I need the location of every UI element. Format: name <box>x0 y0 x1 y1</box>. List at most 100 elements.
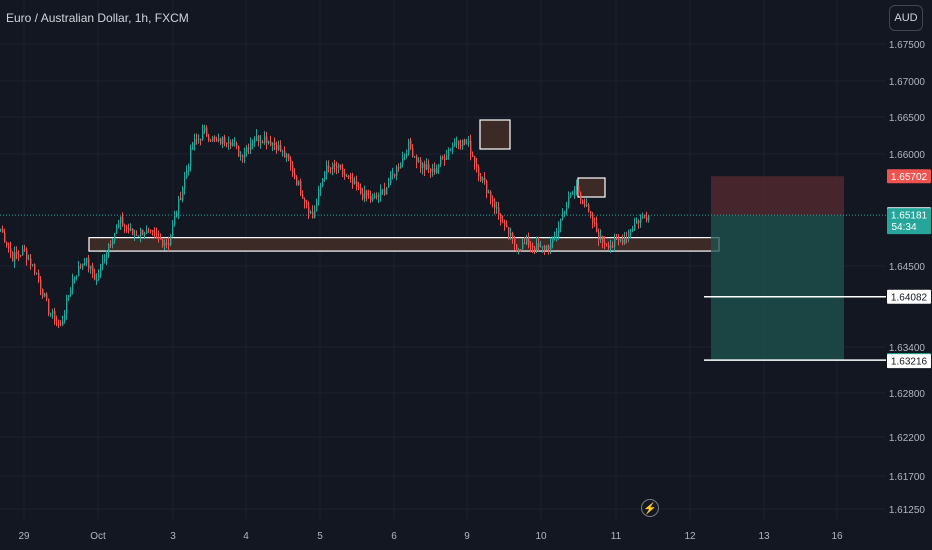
candle-body <box>340 164 342 168</box>
candle-body <box>56 321 58 323</box>
candle-body <box>536 243 538 251</box>
candle-body <box>224 136 226 143</box>
candle-body <box>220 138 222 144</box>
candle-body <box>346 175 348 177</box>
candle-body <box>244 152 246 158</box>
candle-body <box>562 213 564 220</box>
candle-body <box>66 297 68 315</box>
candle-body <box>268 141 270 144</box>
candle-body <box>546 245 548 250</box>
candle-body <box>596 222 598 232</box>
candle-body <box>136 234 138 236</box>
candle-body <box>404 154 406 157</box>
time-axis: 29 Oct 3 4 5 6 9 10 11 12 13 16 <box>18 531 843 542</box>
candle-body <box>210 140 212 142</box>
candle-body <box>408 140 410 155</box>
candle-body <box>448 150 450 157</box>
candle-body <box>394 174 396 177</box>
currency-button[interactable]: AUD <box>889 5 923 31</box>
candle-body <box>276 144 278 151</box>
chart-title: Euro / Australian Dollar, 1h, FXCM <box>6 11 189 25</box>
candle-body <box>36 272 38 274</box>
x-tick-label: 6 <box>391 531 397 542</box>
candle-body <box>542 246 544 248</box>
candle-body <box>104 259 106 261</box>
candle-body <box>370 196 372 201</box>
candle-body <box>2 228 4 233</box>
y-tick-label: 1.64500 <box>889 262 926 273</box>
price-label-text: 1.65702 <box>891 172 928 183</box>
candle-body <box>26 249 28 260</box>
candle-body <box>426 164 428 170</box>
candle-body <box>470 140 472 155</box>
candle-body <box>378 195 380 197</box>
candle-body <box>576 185 578 191</box>
candle-body <box>348 175 350 178</box>
candle-body <box>400 164 402 169</box>
candle-body <box>344 174 346 176</box>
candle-body <box>90 265 92 269</box>
candle-body <box>198 138 200 140</box>
candle-body <box>176 213 178 217</box>
candle-body <box>242 155 244 158</box>
candle-body <box>512 232 514 238</box>
candle-body <box>366 190 368 196</box>
y-tick-label: 1.66000 <box>889 150 926 161</box>
candle-body <box>120 216 122 224</box>
price-label-last <box>887 208 931 235</box>
candle-body <box>574 190 576 194</box>
candle-body <box>60 323 62 325</box>
candle-body <box>262 141 264 144</box>
candle-body <box>524 242 526 244</box>
candle-body <box>202 130 204 141</box>
candle-body <box>532 246 534 248</box>
candle-body <box>422 163 424 168</box>
candle-body <box>358 187 360 189</box>
price-axis-bg <box>886 0 932 550</box>
candle-body <box>444 157 446 160</box>
candle-body <box>430 168 432 172</box>
candle-body <box>402 156 404 165</box>
candle-body <box>218 138 220 142</box>
candle-body <box>380 189 382 196</box>
candle-body <box>168 243 170 246</box>
candle-body <box>306 202 308 206</box>
candle-body <box>472 154 474 157</box>
candle-body <box>52 310 54 314</box>
candle-body <box>40 279 42 289</box>
candle-body <box>278 145 280 151</box>
candle-body <box>188 166 190 171</box>
candle-body <box>640 218 642 224</box>
candle-body <box>610 245 612 249</box>
candle-body <box>352 177 354 184</box>
price-label-stop <box>887 169 931 184</box>
candle-body <box>12 252 14 262</box>
candle-body <box>320 185 322 190</box>
candle-body <box>260 141 262 143</box>
x-tick-label: 16 <box>831 531 843 542</box>
candle-body <box>100 265 102 276</box>
candle-body <box>556 233 558 237</box>
candle-body <box>98 275 100 280</box>
candle-body <box>510 232 512 236</box>
candle-body <box>184 177 186 189</box>
candle-body <box>80 266 82 268</box>
candle-body <box>398 167 400 169</box>
price-label-text: 1.63216 <box>891 357 928 368</box>
candle-body <box>642 216 644 219</box>
candle-body <box>10 248 12 253</box>
candle-body <box>460 145 462 147</box>
candle-body <box>628 232 630 239</box>
candle-body <box>284 150 286 158</box>
candle-body <box>216 139 218 142</box>
candle-body <box>86 257 88 263</box>
candle-body <box>128 227 130 231</box>
y-tick-label: 1.67000 <box>889 77 926 88</box>
candle-body <box>632 229 634 232</box>
candle-body <box>644 216 646 218</box>
lightning-icon[interactable]: ⚡ <box>641 499 659 517</box>
y-tick-label: 1.63400 <box>889 343 926 354</box>
candle-body <box>590 211 592 214</box>
candle-body <box>496 207 498 209</box>
